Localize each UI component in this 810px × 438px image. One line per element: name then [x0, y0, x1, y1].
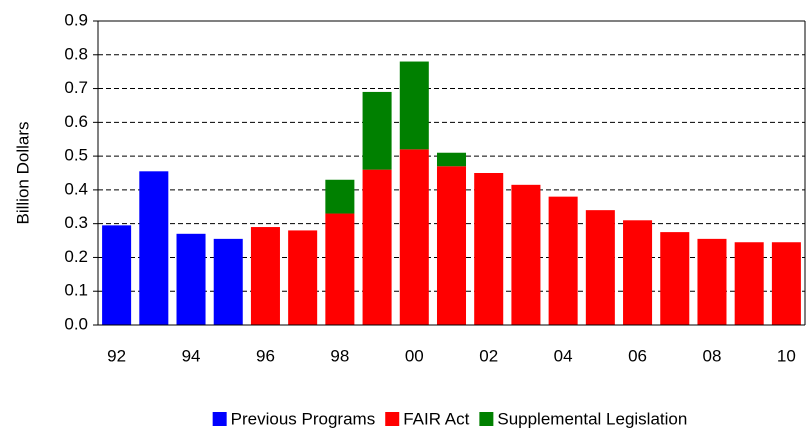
bar-segment [399, 61, 429, 150]
legend-label: Supplemental Legislation [497, 409, 687, 428]
legend-swatch [212, 412, 227, 426]
bar-segment [362, 91, 392, 170]
bar-segment [771, 242, 801, 325]
bar-segment [325, 179, 355, 214]
legend-swatch [385, 412, 400, 426]
x-tick-label: 10 [777, 346, 796, 365]
legend-label: FAIR Act [403, 409, 469, 428]
y-tick-label: 0.2 [64, 247, 88, 266]
x-tick-label: 02 [479, 346, 498, 365]
y-tick-label: 0.7 [64, 78, 88, 97]
bar-segment [288, 230, 318, 325]
bar-segment [399, 149, 429, 325]
legend-swatch [479, 412, 494, 426]
y-tick-label: 0.3 [64, 213, 88, 232]
x-tick-label: 00 [405, 346, 424, 365]
bar-segment [697, 238, 727, 325]
bar-segment [474, 173, 504, 325]
y-tick-label: 0.0 [64, 314, 88, 333]
bar-segment [623, 220, 653, 325]
y-tick-label: 0.8 [64, 44, 88, 63]
bar-segment [436, 166, 467, 325]
y-tick-label: 0.4 [64, 179, 88, 198]
y-axis-label: Billion Dollars [13, 122, 32, 225]
bar-segment [436, 152, 467, 167]
bar-segment [139, 171, 169, 325]
bar-segment [548, 196, 578, 325]
x-tick-label: 06 [628, 346, 647, 365]
x-tick-label: 98 [330, 346, 349, 365]
y-tick-label: 0.5 [64, 146, 88, 165]
y-tick-label: 0.9 [64, 10, 88, 29]
bar-segment [511, 184, 541, 325]
x-tick-label: 96 [256, 346, 275, 365]
x-tick-label: 08 [703, 346, 722, 365]
bar-segment [176, 233, 206, 325]
x-tick-label: 04 [554, 346, 573, 365]
bar-segment [325, 213, 355, 325]
bar-segment [102, 225, 132, 325]
bar-segment [213, 238, 243, 325]
bar-segment [660, 232, 690, 325]
x-tick-label: 94 [182, 346, 201, 365]
y-tick-label: 0.1 [64, 281, 88, 300]
bar-segment [362, 169, 392, 325]
bar-segment [585, 210, 615, 325]
x-tick-label: 92 [107, 346, 126, 365]
bar-segment [250, 227, 280, 325]
y-tick-label: 0.6 [64, 112, 88, 131]
bar-segment [734, 242, 764, 325]
legend-label: Previous Programs [231, 409, 376, 428]
